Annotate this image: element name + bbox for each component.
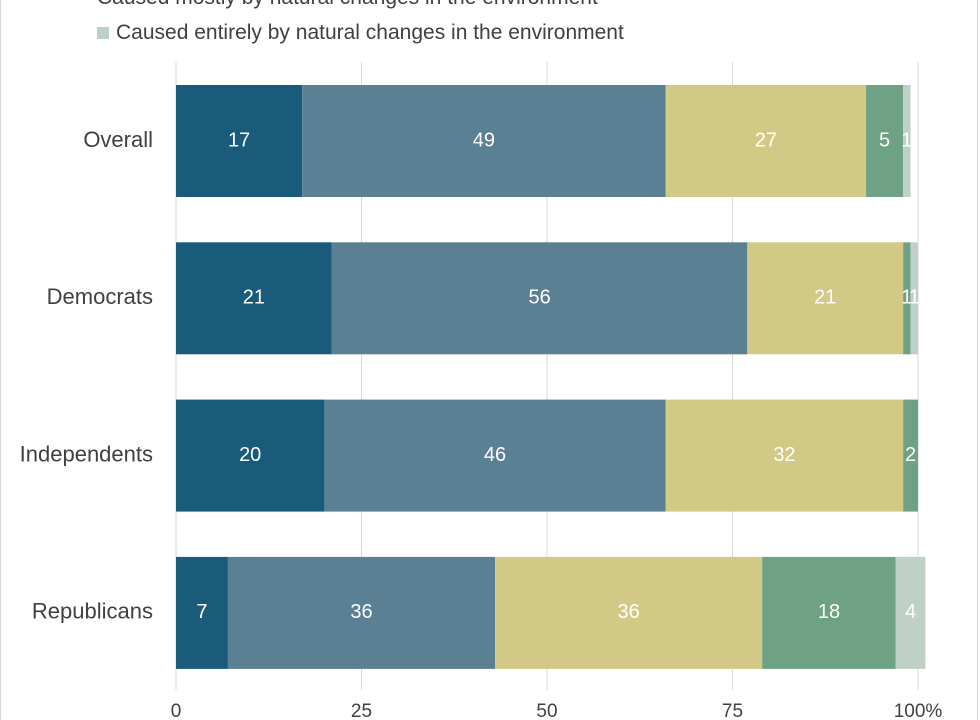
x-tick-label: 100% <box>894 701 943 720</box>
bar-segment <box>176 85 303 197</box>
data-label: 17 <box>228 129 250 151</box>
x-tick-label: 50 <box>536 701 557 720</box>
data-label: 5 <box>879 129 890 151</box>
data-label: 36 <box>617 601 639 623</box>
bar-segment <box>227 556 496 669</box>
bar-segment <box>176 556 228 669</box>
bar-segment <box>176 399 325 512</box>
data-label: 32 <box>773 444 795 466</box>
x-tick-label: 0 <box>171 701 182 720</box>
data-label: 20 <box>239 444 261 466</box>
bar-segment <box>910 242 918 355</box>
category-label: Democrats <box>47 284 153 309</box>
legend-label: Caused entirely by natural changes in th… <box>116 21 624 44</box>
data-label: 36 <box>350 601 372 623</box>
data-label: 46 <box>484 444 506 466</box>
data-label: 7 <box>196 601 207 623</box>
data-label: 21 <box>814 287 836 309</box>
bar-segment <box>324 399 666 512</box>
legend-item-entirely-natural: Caused entirely by natural changes in th… <box>97 21 624 45</box>
bar-segment <box>302 85 666 197</box>
data-label: 27 <box>755 129 777 151</box>
legend-item-cut-off: Caused mostly by natural changes in the … <box>97 0 598 10</box>
bar-segment <box>903 85 911 197</box>
bar-segment <box>747 242 904 355</box>
bar-segment <box>903 399 918 512</box>
x-tick-label: 25 <box>351 701 372 720</box>
bar-segment <box>176 242 332 355</box>
legend-swatch <box>97 27 109 39</box>
data-label: 56 <box>528 287 550 309</box>
bar-segment <box>903 242 911 355</box>
data-label: 21 <box>243 287 265 309</box>
bar-segment <box>665 85 867 197</box>
bar-segment <box>495 556 763 669</box>
data-label: 1 <box>909 287 920 309</box>
bar-segment <box>762 556 896 669</box>
x-tick-label: 75 <box>722 701 743 720</box>
bar-segment <box>866 85 904 197</box>
bar-segment <box>331 242 748 355</box>
data-label: 2 <box>905 444 916 466</box>
bar-segment <box>895 556 926 669</box>
category-label: Independents <box>20 441 153 466</box>
data-label: 1 <box>901 287 912 309</box>
legend-label-cut-off: Caused mostly by natural changes in the … <box>97 0 598 10</box>
category-label: Republicans <box>32 599 153 624</box>
data-label: 49 <box>473 129 495 151</box>
bar-segment <box>665 399 904 512</box>
data-label: 4 <box>905 601 916 623</box>
data-label: 18 <box>818 601 840 623</box>
data-label: 1 <box>901 129 912 151</box>
category-label: Overall <box>83 127 153 152</box>
